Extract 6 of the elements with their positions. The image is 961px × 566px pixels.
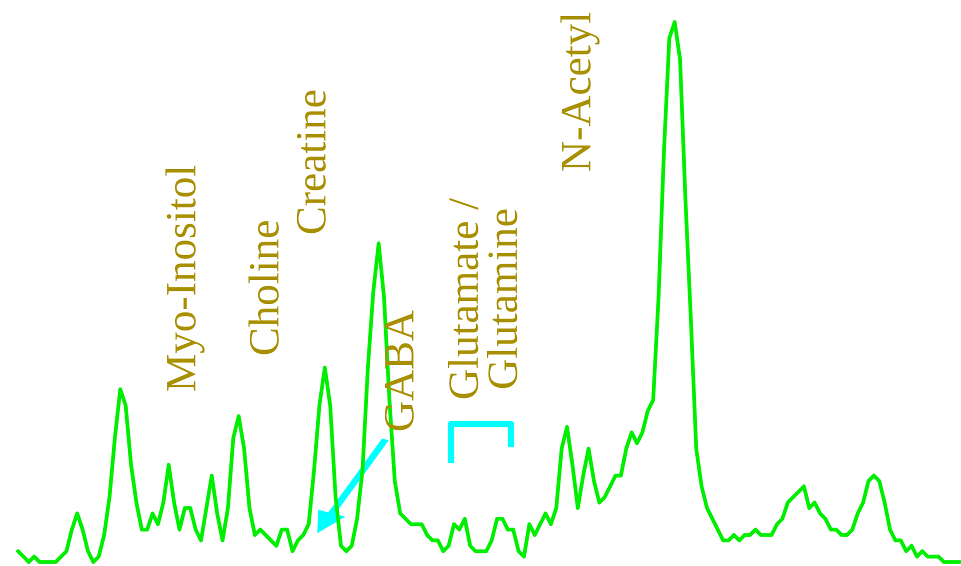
annotation: Myo-Inositol [165,166,205,391]
annotation: GABA [384,310,414,430]
annotation: N-Acetyl [560,12,600,171]
annotation: Choline [248,221,279,354]
annotation: Glutamate / Glutamine [448,198,518,398]
annotation: Creatine [296,90,326,234]
